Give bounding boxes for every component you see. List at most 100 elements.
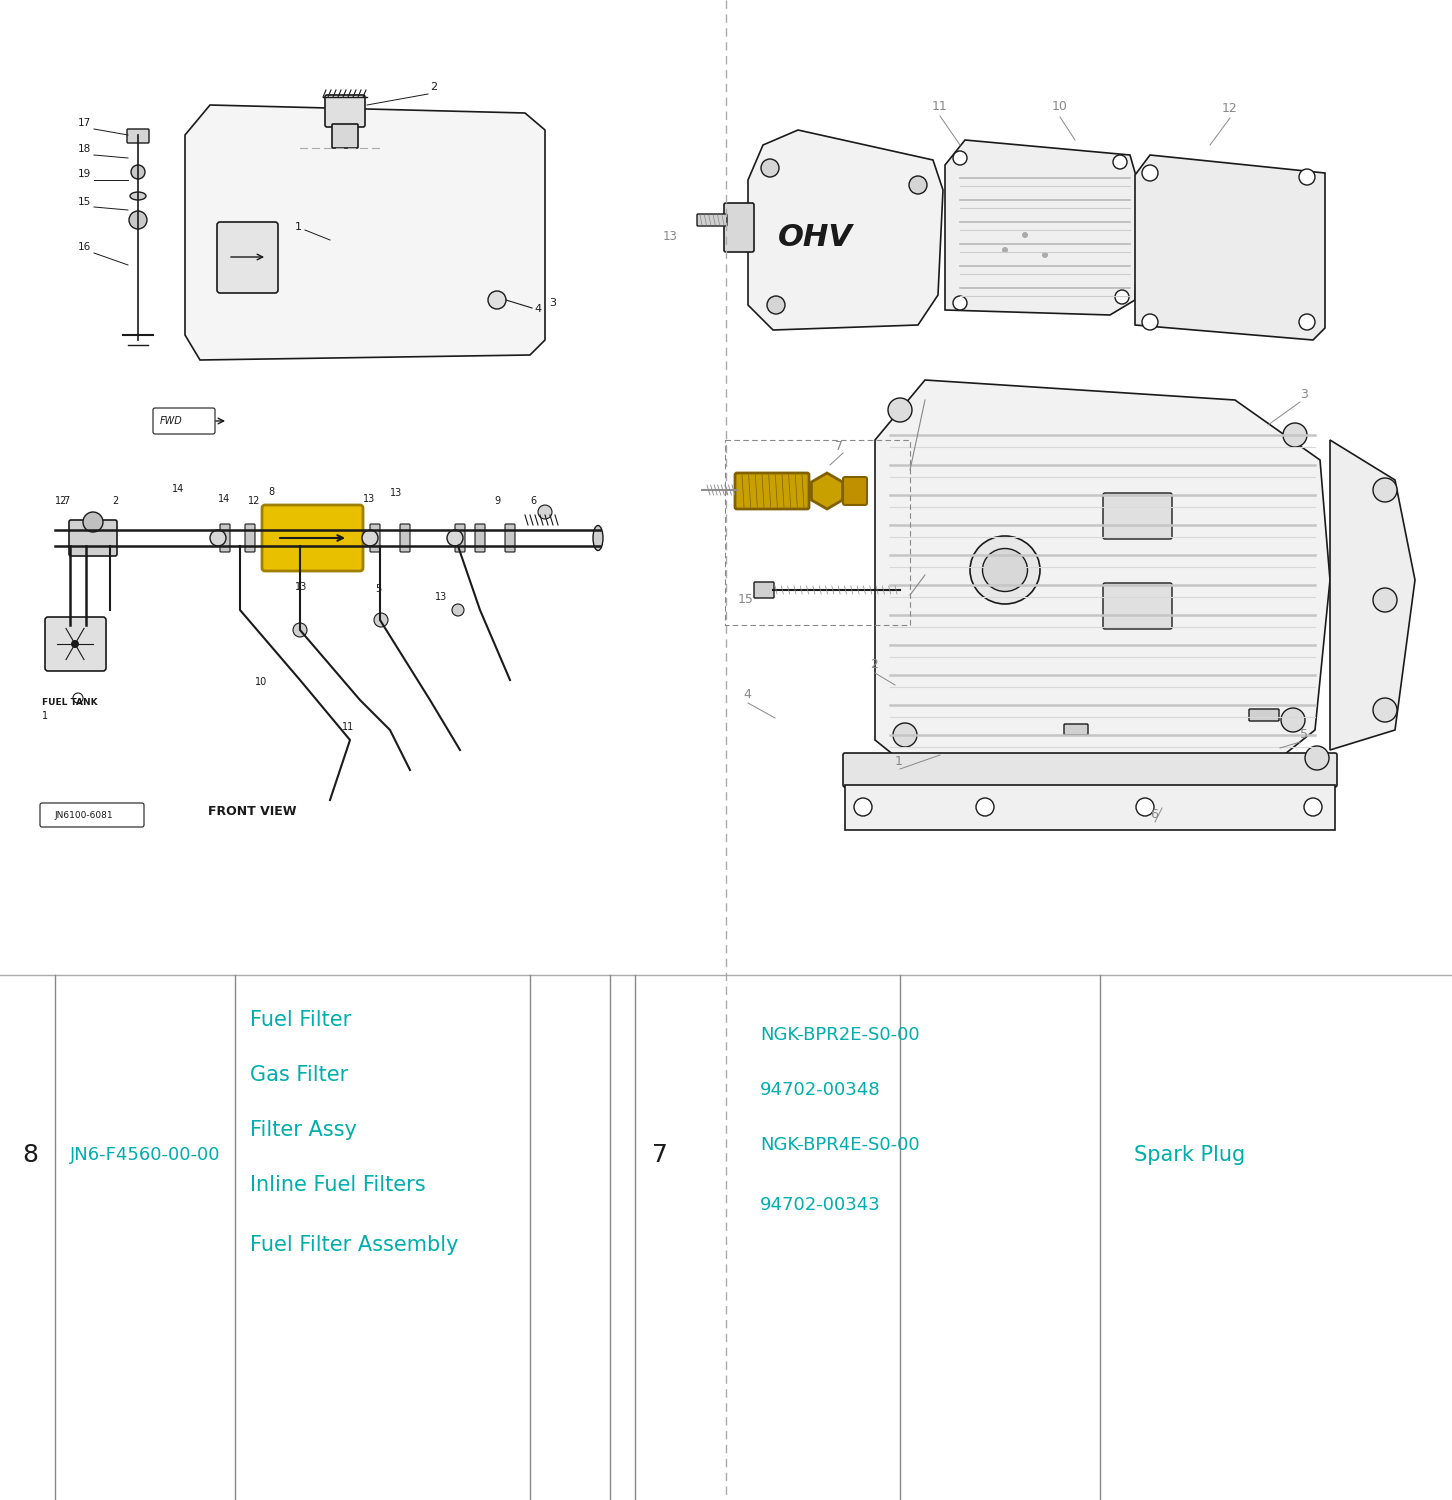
Text: 13: 13 [436, 592, 447, 602]
Text: 10: 10 [256, 676, 267, 687]
Circle shape [1114, 154, 1127, 170]
Circle shape [1300, 170, 1316, 184]
Circle shape [953, 152, 967, 165]
Circle shape [1135, 798, 1154, 816]
Circle shape [293, 622, 306, 638]
Circle shape [1143, 314, 1159, 330]
Circle shape [211, 530, 227, 546]
FancyBboxPatch shape [844, 753, 1337, 788]
Text: JN6100-6081: JN6100-6081 [54, 810, 113, 819]
Circle shape [893, 723, 918, 747]
Text: 4: 4 [743, 688, 751, 700]
Polygon shape [184, 105, 544, 360]
Text: Inline Fuel Filters: Inline Fuel Filters [250, 1174, 425, 1196]
Ellipse shape [592, 525, 603, 550]
Ellipse shape [970, 536, 1040, 604]
Text: 13: 13 [295, 582, 308, 592]
Text: 19: 19 [78, 170, 91, 178]
Circle shape [539, 506, 552, 519]
Text: Gas Filter: Gas Filter [250, 1065, 348, 1084]
Circle shape [953, 296, 967, 310]
Text: 1: 1 [295, 222, 302, 232]
Text: 13: 13 [391, 488, 402, 498]
Text: 12: 12 [1223, 102, 1239, 116]
Text: 2: 2 [870, 658, 878, 670]
FancyBboxPatch shape [505, 524, 515, 552]
Polygon shape [1330, 440, 1416, 750]
Circle shape [452, 604, 465, 616]
Circle shape [1374, 478, 1397, 502]
Circle shape [129, 211, 147, 230]
FancyBboxPatch shape [70, 520, 118, 556]
Text: 10: 10 [1053, 100, 1067, 112]
Text: 3: 3 [549, 298, 556, 307]
Text: 9: 9 [494, 496, 499, 506]
Polygon shape [876, 380, 1330, 780]
Circle shape [1022, 232, 1028, 238]
Polygon shape [945, 140, 1140, 315]
FancyBboxPatch shape [45, 616, 106, 670]
Text: 14: 14 [218, 494, 231, 504]
Text: FUEL TANK: FUEL TANK [42, 698, 97, 706]
Text: Fuel Filter: Fuel Filter [250, 1010, 351, 1031]
FancyBboxPatch shape [126, 129, 150, 142]
Text: 12: 12 [55, 496, 67, 506]
Circle shape [447, 530, 463, 546]
Circle shape [1300, 314, 1316, 330]
Text: 7: 7 [835, 440, 844, 453]
Circle shape [1143, 165, 1159, 182]
Circle shape [1281, 708, 1305, 732]
Text: 94702-00348: 94702-00348 [759, 1082, 880, 1100]
Text: 13: 13 [664, 230, 678, 243]
FancyBboxPatch shape [697, 214, 727, 226]
FancyBboxPatch shape [1104, 494, 1172, 538]
Circle shape [488, 291, 505, 309]
Text: 8: 8 [22, 1143, 38, 1167]
Polygon shape [812, 472, 842, 508]
Text: JN6-F4560-00-00: JN6-F4560-00-00 [70, 1146, 221, 1164]
Circle shape [71, 640, 78, 648]
FancyBboxPatch shape [1249, 710, 1279, 722]
Text: 7: 7 [62, 496, 70, 506]
Ellipse shape [983, 549, 1028, 591]
FancyBboxPatch shape [725, 202, 754, 252]
Text: 11: 11 [932, 100, 948, 112]
Polygon shape [748, 130, 942, 330]
Text: 2: 2 [430, 82, 437, 92]
Circle shape [909, 176, 926, 194]
Text: 14: 14 [171, 484, 184, 494]
Text: Fuel Filter Assembly: Fuel Filter Assembly [250, 1234, 459, 1256]
Text: 3: 3 [1300, 388, 1308, 400]
FancyBboxPatch shape [152, 408, 215, 434]
Text: 8: 8 [269, 488, 274, 496]
Text: 5: 5 [375, 584, 382, 594]
FancyBboxPatch shape [370, 524, 380, 552]
FancyBboxPatch shape [475, 524, 485, 552]
Circle shape [375, 614, 388, 627]
FancyBboxPatch shape [454, 524, 465, 552]
Circle shape [1043, 252, 1048, 258]
Text: 6: 6 [530, 496, 536, 506]
Text: 13: 13 [363, 494, 375, 504]
Circle shape [1304, 798, 1321, 816]
FancyBboxPatch shape [216, 222, 277, 292]
Text: 5: 5 [1300, 728, 1308, 741]
Text: OHV: OHV [778, 224, 852, 252]
Text: NGK-BPR2E-S0-00: NGK-BPR2E-S0-00 [759, 1026, 919, 1044]
Circle shape [1374, 698, 1397, 721]
Circle shape [767, 296, 786, 314]
Text: 15: 15 [78, 196, 91, 207]
Text: 7: 7 [652, 1143, 668, 1167]
Circle shape [1002, 248, 1008, 254]
Circle shape [131, 165, 145, 178]
Text: NGK-BPR4E-S0-00: NGK-BPR4E-S0-00 [759, 1136, 919, 1154]
Text: 4: 4 [534, 304, 542, 313]
FancyBboxPatch shape [735, 472, 809, 508]
Circle shape [1115, 290, 1130, 304]
Text: 1: 1 [42, 711, 48, 722]
Text: FWD: FWD [160, 416, 183, 426]
Circle shape [1305, 746, 1329, 770]
Circle shape [1374, 588, 1397, 612]
Circle shape [761, 159, 780, 177]
Polygon shape [845, 784, 1334, 830]
